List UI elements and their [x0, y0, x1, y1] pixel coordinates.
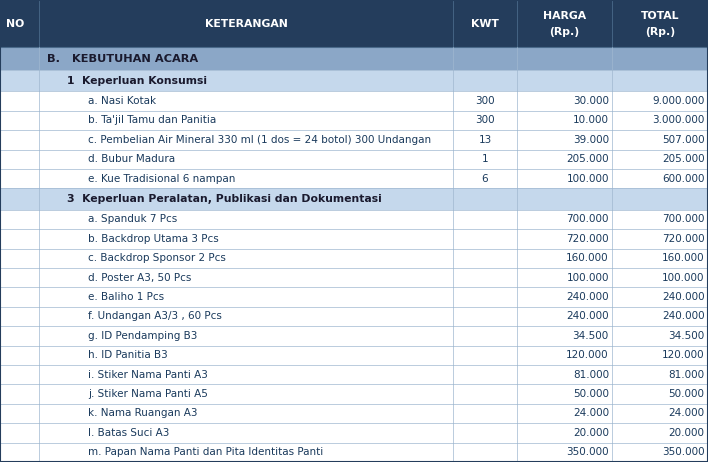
- Text: j. Stiker Nama Panti A5: j. Stiker Nama Panti A5: [88, 389, 208, 399]
- Text: d. Poster A3, 50 Pcs: d. Poster A3, 50 Pcs: [88, 273, 192, 283]
- Text: 507.000: 507.000: [662, 135, 704, 145]
- Text: e. Kue Tradisional 6 nampan: e. Kue Tradisional 6 nampan: [88, 174, 236, 184]
- Text: h. ID Panitia B3: h. ID Panitia B3: [88, 350, 169, 360]
- Text: 720.000: 720.000: [566, 234, 609, 244]
- Text: 100.000: 100.000: [566, 174, 609, 184]
- Text: 3.000.000: 3.000.000: [652, 116, 704, 126]
- Text: 24.000: 24.000: [668, 408, 704, 419]
- Text: 300: 300: [475, 96, 495, 106]
- Bar: [0, 111, 708, 130]
- Text: 700.000: 700.000: [566, 214, 609, 225]
- Text: 50.000: 50.000: [573, 389, 609, 399]
- Text: 3  Keperluan Peralatan, Publikasi dan Dokumentasi: 3 Keperluan Peralatan, Publikasi dan Dok…: [67, 194, 382, 204]
- Text: 240.000: 240.000: [566, 311, 609, 322]
- Text: 50.000: 50.000: [668, 389, 704, 399]
- Text: 34.500: 34.500: [573, 331, 609, 341]
- Text: 34.500: 34.500: [668, 331, 704, 341]
- Text: d. Bubur Madura: d. Bubur Madura: [88, 154, 176, 164]
- Text: (Rp.): (Rp.): [549, 27, 580, 37]
- Text: 13: 13: [479, 135, 491, 145]
- Bar: [0, 47, 708, 70]
- Text: 120.000: 120.000: [566, 350, 609, 360]
- Bar: [0, 210, 708, 229]
- Bar: [0, 326, 708, 346]
- Text: 24.000: 24.000: [573, 408, 609, 419]
- Bar: [0, 130, 708, 150]
- Text: TOTAL: TOTAL: [641, 11, 680, 21]
- Bar: [0, 307, 708, 326]
- Text: HARGA: HARGA: [543, 11, 586, 21]
- Text: 160.000: 160.000: [566, 253, 609, 263]
- Text: 100.000: 100.000: [662, 273, 704, 283]
- Bar: [0, 0, 708, 47]
- Bar: [0, 169, 708, 188]
- Text: 300: 300: [475, 116, 495, 126]
- Text: 9.000.000: 9.000.000: [652, 96, 704, 106]
- Bar: [0, 404, 708, 423]
- Text: 10.000: 10.000: [573, 116, 609, 126]
- Bar: [0, 346, 708, 365]
- Bar: [0, 229, 708, 249]
- Text: a. Nasi Kotak: a. Nasi Kotak: [88, 96, 156, 106]
- Bar: [0, 443, 708, 462]
- Text: a. Spanduk 7 Pcs: a. Spanduk 7 Pcs: [88, 214, 178, 225]
- Text: 160.000: 160.000: [662, 253, 704, 263]
- Text: m. Papan Nama Panti dan Pita Identitas Panti: m. Papan Nama Panti dan Pita Identitas P…: [88, 447, 324, 457]
- Text: b. Ta'jil Tamu dan Panitia: b. Ta'jil Tamu dan Panitia: [88, 116, 217, 126]
- Bar: [0, 188, 708, 210]
- Text: (Rp.): (Rp.): [645, 27, 675, 37]
- Text: KWT: KWT: [471, 18, 499, 29]
- Text: 81.000: 81.000: [668, 370, 704, 380]
- Text: 1: 1: [481, 154, 489, 164]
- Text: 205.000: 205.000: [662, 154, 704, 164]
- Text: 100.000: 100.000: [566, 273, 609, 283]
- Text: 120.000: 120.000: [662, 350, 704, 360]
- Text: B.   KEBUTUHAN ACARA: B. KEBUTUHAN ACARA: [47, 54, 198, 64]
- Bar: [0, 91, 708, 111]
- Text: 350.000: 350.000: [566, 447, 609, 457]
- Text: f. Undangan A3/3 , 60 Pcs: f. Undangan A3/3 , 60 Pcs: [88, 311, 222, 322]
- Bar: [0, 384, 708, 404]
- Bar: [0, 423, 708, 443]
- Text: 20.000: 20.000: [573, 428, 609, 438]
- Text: 240.000: 240.000: [662, 292, 704, 302]
- Text: 240.000: 240.000: [566, 292, 609, 302]
- Text: b. Backdrop Utama 3 Pcs: b. Backdrop Utama 3 Pcs: [88, 234, 219, 244]
- Text: 6: 6: [481, 174, 489, 184]
- Text: NO: NO: [6, 18, 24, 29]
- Bar: [0, 268, 708, 287]
- Text: KETERANGAN: KETERANGAN: [205, 18, 287, 29]
- Bar: [0, 249, 708, 268]
- Text: 81.000: 81.000: [573, 370, 609, 380]
- Text: c. Backdrop Sponsor 2 Pcs: c. Backdrop Sponsor 2 Pcs: [88, 253, 227, 263]
- Text: 700.000: 700.000: [662, 214, 704, 225]
- Text: 30.000: 30.000: [573, 96, 609, 106]
- Bar: [0, 287, 708, 307]
- Text: g. ID Pendamping B3: g. ID Pendamping B3: [88, 331, 198, 341]
- Text: k. Nama Ruangan A3: k. Nama Ruangan A3: [88, 408, 198, 419]
- Text: 600.000: 600.000: [662, 174, 704, 184]
- Text: l. Batas Suci A3: l. Batas Suci A3: [88, 428, 170, 438]
- Bar: [0, 365, 708, 384]
- Text: 240.000: 240.000: [662, 311, 704, 322]
- Text: 39.000: 39.000: [573, 135, 609, 145]
- Text: 720.000: 720.000: [662, 234, 704, 244]
- Bar: [0, 70, 708, 91]
- Text: 205.000: 205.000: [566, 154, 609, 164]
- Text: e. Baliho 1 Pcs: e. Baliho 1 Pcs: [88, 292, 165, 302]
- Text: 350.000: 350.000: [662, 447, 704, 457]
- Text: c. Pembelian Air Mineral 330 ml (1 dos = 24 botol) 300 Undangan: c. Pembelian Air Mineral 330 ml (1 dos =…: [88, 135, 432, 145]
- Text: 20.000: 20.000: [668, 428, 704, 438]
- Text: i. Stiker Nama Panti A3: i. Stiker Nama Panti A3: [88, 370, 208, 380]
- Bar: [0, 150, 708, 169]
- Text: 1  Keperluan Konsumsi: 1 Keperluan Konsumsi: [67, 76, 207, 86]
